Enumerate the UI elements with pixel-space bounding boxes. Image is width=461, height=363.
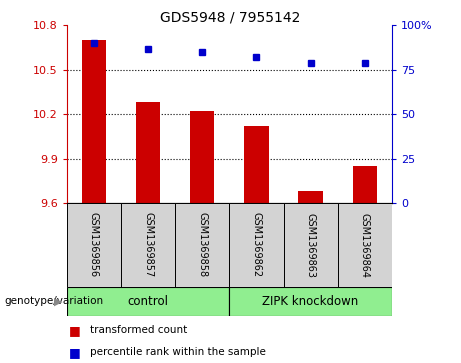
- Bar: [298, 191, 323, 203]
- Bar: [284, 203, 337, 287]
- Bar: [353, 166, 377, 203]
- Text: GSM1369863: GSM1369863: [306, 212, 316, 278]
- Bar: [67, 287, 229, 316]
- Text: GSM1369857: GSM1369857: [143, 212, 153, 278]
- Bar: [229, 203, 284, 287]
- Bar: [121, 203, 175, 287]
- Text: GSM1369856: GSM1369856: [89, 212, 99, 278]
- Bar: [337, 203, 392, 287]
- Text: GSM1369864: GSM1369864: [360, 212, 370, 278]
- Bar: [229, 287, 392, 316]
- Text: ZIPK knockdown: ZIPK knockdown: [262, 295, 359, 308]
- Bar: [82, 40, 106, 203]
- Bar: [244, 126, 269, 203]
- Text: genotype/variation: genotype/variation: [5, 296, 104, 306]
- Text: GSM1369862: GSM1369862: [251, 212, 261, 278]
- Text: ▶: ▶: [54, 296, 62, 306]
- Text: ■: ■: [69, 346, 81, 359]
- Text: transformed count: transformed count: [90, 325, 187, 335]
- Text: ■: ■: [69, 324, 81, 337]
- Text: control: control: [128, 295, 169, 308]
- Text: GDS5948 / 7955142: GDS5948 / 7955142: [160, 11, 301, 25]
- Text: percentile rank within the sample: percentile rank within the sample: [90, 347, 266, 357]
- Text: GSM1369858: GSM1369858: [197, 212, 207, 278]
- Bar: [175, 203, 229, 287]
- Bar: [136, 102, 160, 203]
- Bar: [67, 203, 121, 287]
- Bar: [190, 111, 214, 203]
